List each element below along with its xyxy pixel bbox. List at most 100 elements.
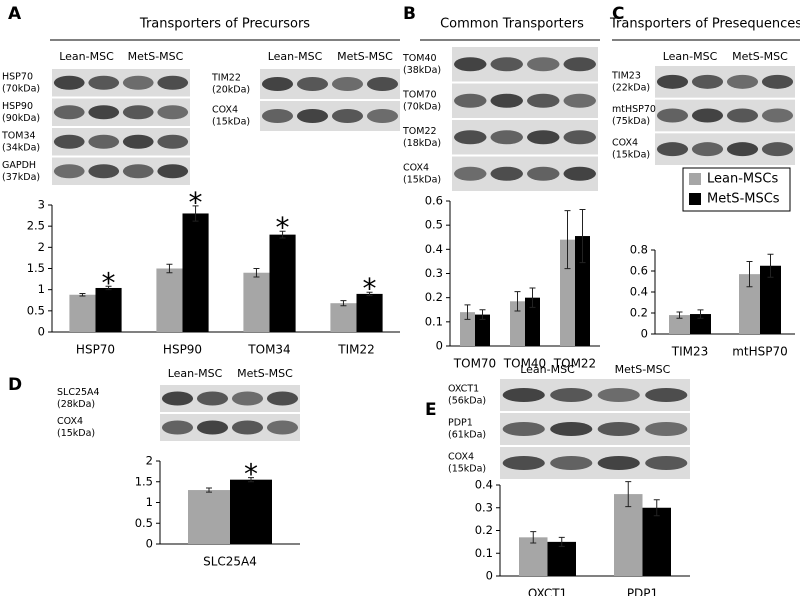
error-bar [166,263,173,274]
y-tick-label: 1.5 [135,474,153,488]
blot-band [157,75,189,90]
error-bar [192,205,199,222]
bar [182,213,209,332]
y-tick-label: 0.3 [425,266,443,280]
x-tick-label: TIM23 [671,345,709,359]
blot-band [454,57,487,72]
panel-letter: E [425,400,437,420]
panel-letter: A [8,4,22,24]
blot-band [88,105,120,120]
bar [760,265,781,334]
y-tick-label: 0.4 [475,478,493,492]
blot-size: (28kDa) [57,399,95,410]
bar [156,268,183,332]
blot-band [454,130,487,145]
bar [510,301,525,346]
y-tick-label: 1.5 [27,261,45,275]
bar [95,287,122,332]
y-tick-label: 0.6 [630,264,648,278]
blot-band [656,108,689,123]
x-tick-label: TOM70 [453,357,496,371]
blot-band [331,77,364,91]
blot-label: HSP70 [2,71,33,82]
blot-band [761,74,794,89]
blot-band [122,134,154,149]
blot-band [331,109,364,123]
blot-band [53,164,85,179]
blot-label: SLC25A4 [57,387,100,398]
x-tick-label: TOM40 [503,357,546,371]
bar [642,507,671,576]
legend-swatch [689,193,701,205]
lane-label: Lean-MSC [663,50,718,63]
blot-band [502,456,545,470]
blot-size: (20kDa) [212,85,250,96]
y-tick-label: 0.4 [630,285,648,299]
significance: * [102,266,116,299]
y-tick-label: 0.8 [630,243,648,257]
bar [356,293,383,332]
y-tick-label: 0.2 [630,306,648,320]
panel-title: Common Transporters [440,17,584,32]
error-bar [530,531,537,544]
bar [690,314,711,334]
lane-label: MetS-MSC [128,50,184,63]
blot-band [761,142,794,157]
blot-band [122,75,154,90]
significance: * [189,186,203,219]
y-tick-label: 0.1 [475,546,493,560]
x-tick-label: HSP90 [163,343,202,357]
error-bar [464,304,471,320]
blot-size: (70kDa) [2,83,40,94]
blot-band [597,422,640,436]
blot-band [691,108,724,123]
error-bar [676,311,683,319]
blot-size: (15kDa) [403,174,441,185]
blot-band [645,422,688,436]
blot-band [454,166,487,181]
y-tick-label: 1 [38,282,45,296]
lane-label: MetS-MSC [337,50,393,63]
x-tick-label: OXCT1 [528,587,567,596]
blot-label: TOM34 [1,130,36,141]
bar [475,314,490,346]
blot-size: (15kDa) [612,150,650,161]
y-tick-label: 0 [38,325,45,339]
blot-band [266,391,299,406]
blot-band [53,134,85,149]
bar [243,272,270,332]
blot-band [231,391,264,406]
x-tick-label: TOM34 [247,343,290,357]
error-bar [366,291,373,297]
bar [330,303,357,332]
blot-band [490,57,523,72]
y-tick-label: 0.5 [135,516,153,530]
y-tick-label: 0 [641,327,648,341]
lane-label: Lean-MSC [268,50,323,63]
bar [269,234,296,332]
legend-label: Lean-MSCs [707,172,778,187]
blot-band [550,422,593,436]
error-bar [579,208,586,264]
blot-band [490,166,523,181]
legend-label: MetS-MSCs [707,192,780,207]
blot-label: TIM23 [611,70,641,81]
blot-label: TOM40 [402,53,437,64]
x-tick-label: SLC25A4 [203,555,257,569]
blot-band [502,422,545,436]
error-bar [248,477,254,483]
y-tick-label: 0.3 [475,500,493,514]
error-bar [529,287,536,308]
blot-band [53,75,85,90]
y-tick-label: 0.2 [425,290,443,304]
error-bar [746,261,753,288]
y-tick-label: 0.4 [425,242,443,256]
blot-band [550,456,593,470]
significance: * [276,211,290,244]
blot-band [527,130,560,145]
panel-title: Transporters of Presequences [609,17,800,32]
lane-label: Lean-MSC [520,363,575,376]
blot-label: mtHSP70 [612,104,656,115]
blot-band [261,109,294,123]
blot-size: (15kDa) [448,464,486,475]
